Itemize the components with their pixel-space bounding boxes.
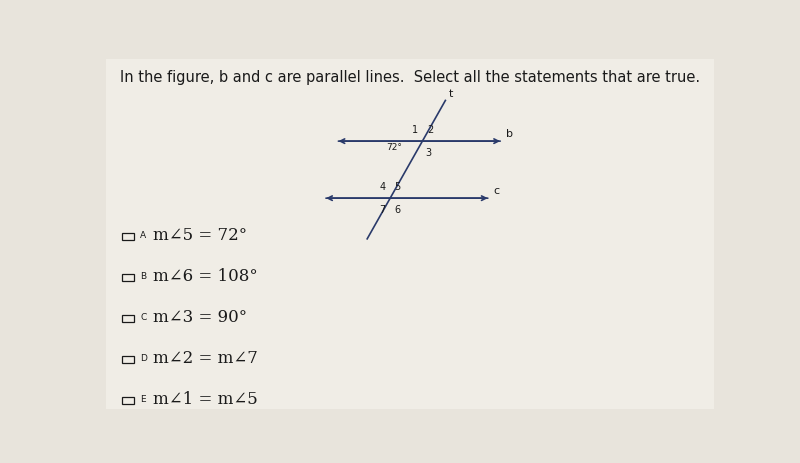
Text: m∠1 = m∠5: m∠1 = m∠5	[153, 391, 258, 408]
Bar	[122, 233, 134, 240]
Text: E: E	[140, 395, 146, 404]
Text: 3: 3	[426, 148, 432, 157]
Text: 5: 5	[394, 182, 401, 192]
Bar	[122, 315, 134, 322]
Text: 6: 6	[394, 205, 401, 214]
Text: 72°: 72°	[386, 143, 402, 152]
Text: t: t	[449, 88, 453, 99]
Text: A: A	[140, 231, 146, 240]
Text: In the figure, b and c are parallel lines.  Select all the statements that are t: In the figure, b and c are parallel line…	[120, 70, 700, 85]
FancyBboxPatch shape	[106, 59, 714, 408]
Text: 4: 4	[379, 182, 386, 192]
Bar	[122, 356, 134, 363]
Text: m∠6 = 108°: m∠6 = 108°	[153, 268, 258, 285]
Bar	[122, 274, 134, 281]
Text: m∠3 = 90°: m∠3 = 90°	[153, 309, 247, 326]
Text: b: b	[506, 129, 513, 139]
Text: m∠5 = 72°: m∠5 = 72°	[153, 227, 247, 244]
Bar	[122, 397, 134, 404]
Text: 2: 2	[427, 125, 433, 135]
Text: 1: 1	[412, 125, 418, 135]
Text: D: D	[140, 354, 147, 363]
Text: 7: 7	[379, 205, 386, 214]
Text: m∠2 = m∠7: m∠2 = m∠7	[153, 350, 258, 367]
Text: c: c	[494, 187, 500, 196]
Text: B: B	[140, 272, 146, 281]
Text: C: C	[140, 313, 146, 322]
